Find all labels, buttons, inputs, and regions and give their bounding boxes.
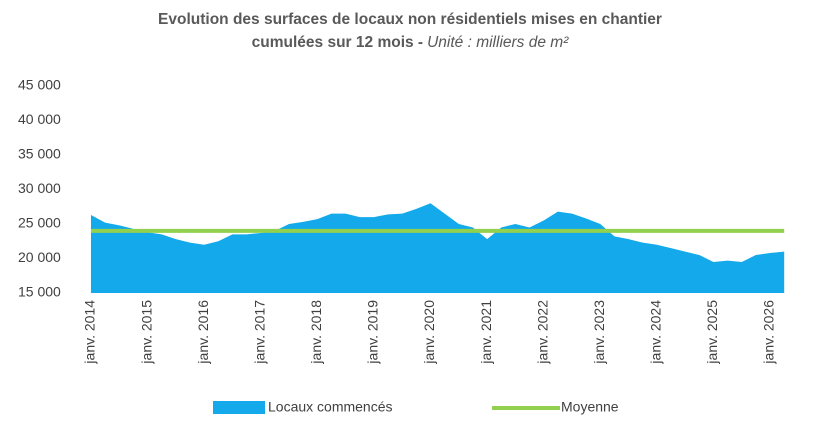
chart-subtitle: Unité : milliers de m² [427, 34, 569, 51]
x-tick-label: janv. 2016 [195, 300, 211, 365]
y-tick-label: 20 000 [18, 249, 61, 265]
y-tick-label: 45 000 [18, 77, 61, 93]
x-tick-label: janv. 2023 [591, 300, 607, 365]
legend-swatch [213, 401, 265, 414]
x-tick-label: janv. 2020 [421, 300, 437, 365]
x-tick-label: janv. 2026 [761, 300, 777, 365]
x-tick-label: janv. 2019 [365, 300, 381, 365]
x-tick-label: janv. 2021 [478, 300, 494, 365]
x-tick-label: janv. 2014 [82, 300, 98, 365]
x-tick-label: janv. 2015 [138, 300, 154, 365]
x-tick-label: janv. 2024 [648, 300, 664, 365]
legend-label: Locaux commencés [268, 399, 393, 415]
chart-title: cumulées sur 12 mois - [252, 34, 423, 51]
y-tick-label: 25 000 [18, 215, 61, 231]
y-tick-label: 35 000 [18, 146, 61, 162]
x-tick-label: janv. 2022 [534, 300, 550, 365]
chart-title: Evolution des surfaces de locaux non rés… [158, 11, 662, 28]
area [90, 203, 785, 293]
y-tick-label: 40 000 [18, 111, 61, 127]
x-tick-label: janv. 2025 [704, 300, 720, 365]
legend-label: Moyenne [561, 399, 619, 415]
chart-title-line: cumulées sur 12 mois - Unité : milliers d… [252, 34, 570, 51]
x-tick-label: janv. 2018 [308, 300, 324, 365]
x-tick-label: janv. 2017 [251, 300, 267, 365]
y-tick-label: 30 000 [18, 180, 61, 196]
y-tick-label: 15 000 [18, 284, 61, 300]
